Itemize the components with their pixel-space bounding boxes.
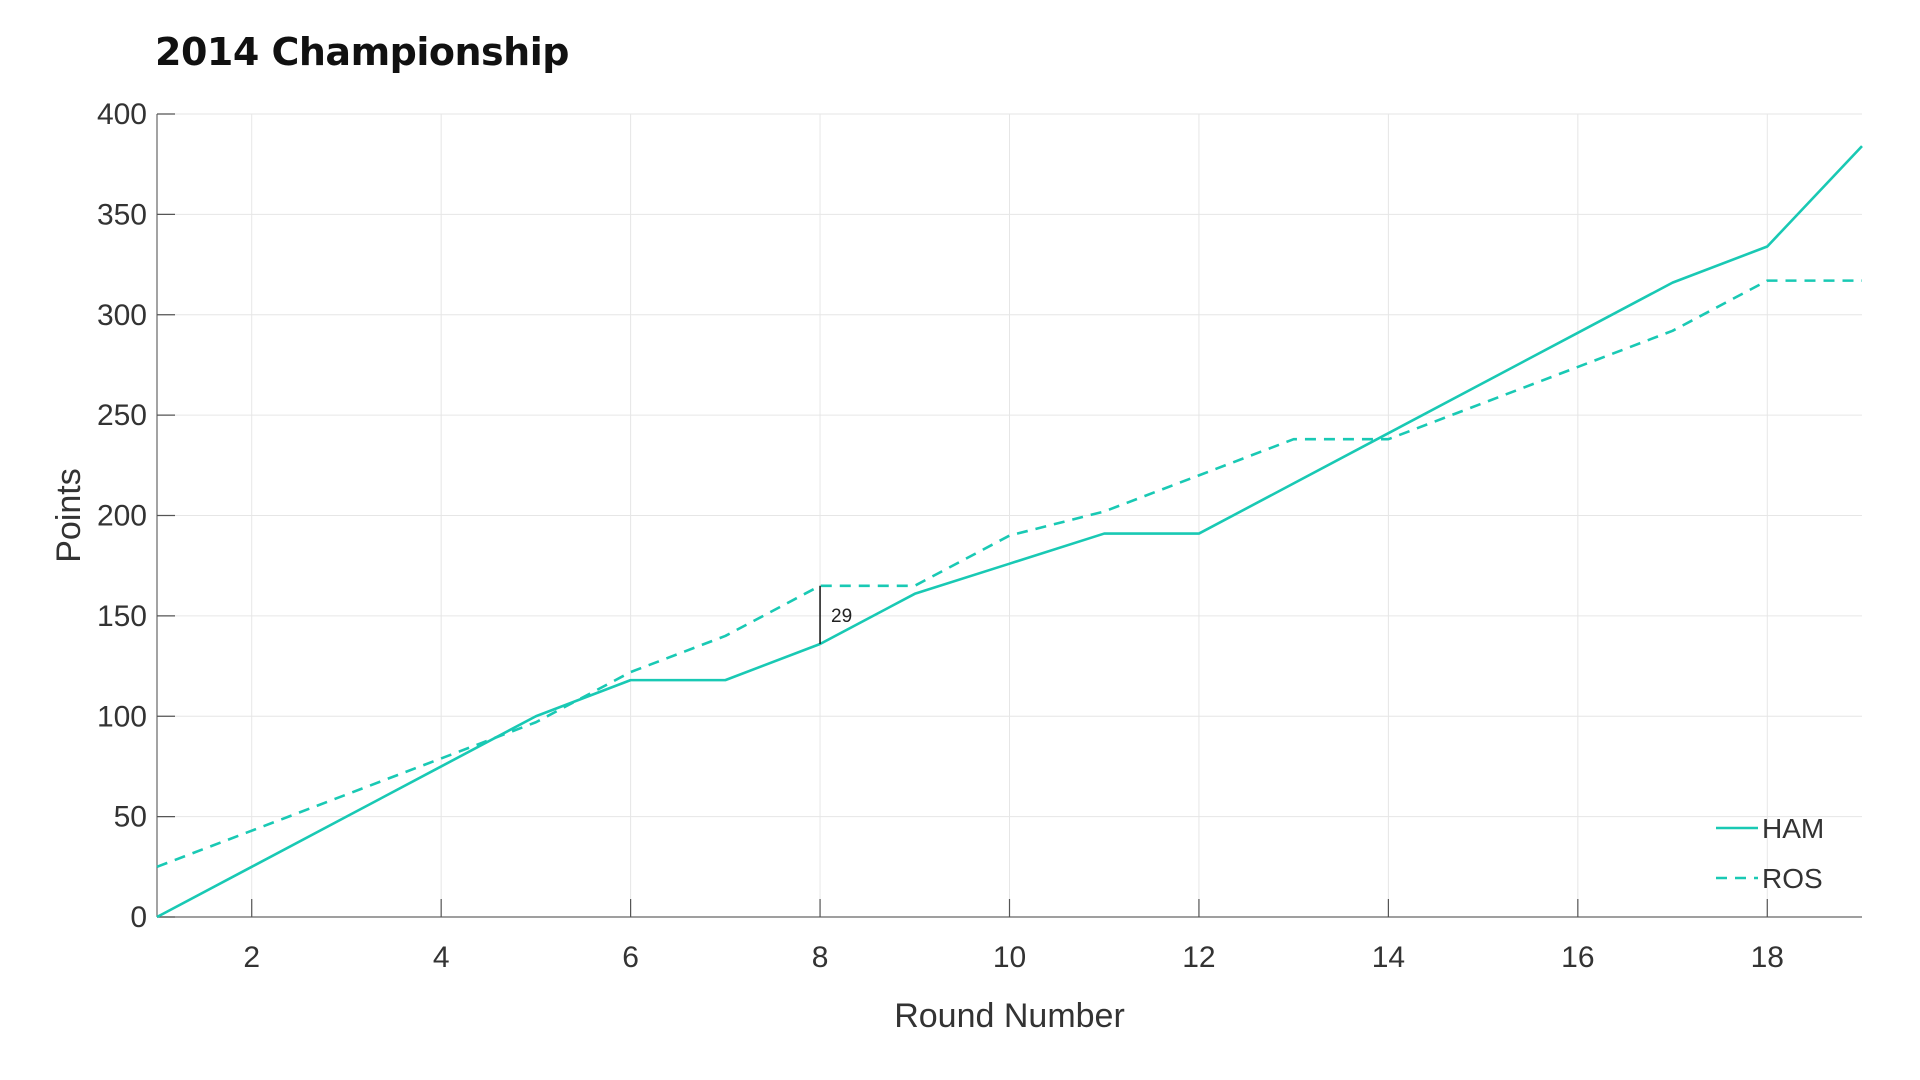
- series-line-ros: [156, 279, 1862, 869]
- x-tick-label: 14: [1372, 941, 1405, 974]
- y-tick-label: 0: [130, 901, 147, 934]
- y-tick-label: 400: [97, 98, 147, 131]
- series-line-ham: [156, 145, 1863, 919]
- x-tick-label: 4: [433, 941, 450, 974]
- chart-title: 2014 Championship: [155, 30, 569, 74]
- x-tick-label: 18: [1751, 941, 1784, 974]
- x-tick-label: 10: [993, 941, 1026, 974]
- series-lines: [156, 145, 1863, 919]
- y-tick-label: 350: [97, 198, 147, 231]
- y-tick-label: 250: [97, 399, 147, 432]
- grid: [157, 113, 1862, 917]
- y-tick-label: 100: [97, 700, 147, 733]
- y-axis-label: Points: [50, 468, 88, 563]
- legend-label-ros: ROS: [1762, 863, 1823, 894]
- legend-label-ham: HAM: [1762, 813, 1824, 844]
- y-tick-label: 150: [97, 600, 147, 633]
- x-tick-label: 16: [1561, 941, 1594, 974]
- y-tick-label: 50: [114, 801, 147, 834]
- y-tick-label: 200: [97, 500, 147, 533]
- x-tick-label: 12: [1182, 941, 1215, 974]
- y-tick-label: 300: [97, 299, 147, 332]
- gap-label: 29: [831, 606, 852, 627]
- axes: 0 50 100 150 200 250 300 350 400 2 4 6 8 10 12 14 16 18: [97, 98, 1862, 974]
- x-axis-label: Round Number: [894, 997, 1125, 1035]
- legend: HAM ROS: [1716, 813, 1824, 894]
- x-tick-label: 6: [622, 941, 639, 974]
- x-tick-label: 2: [243, 941, 260, 974]
- annotations: 29: [819, 585, 852, 644]
- x-tick-label: 8: [812, 941, 829, 974]
